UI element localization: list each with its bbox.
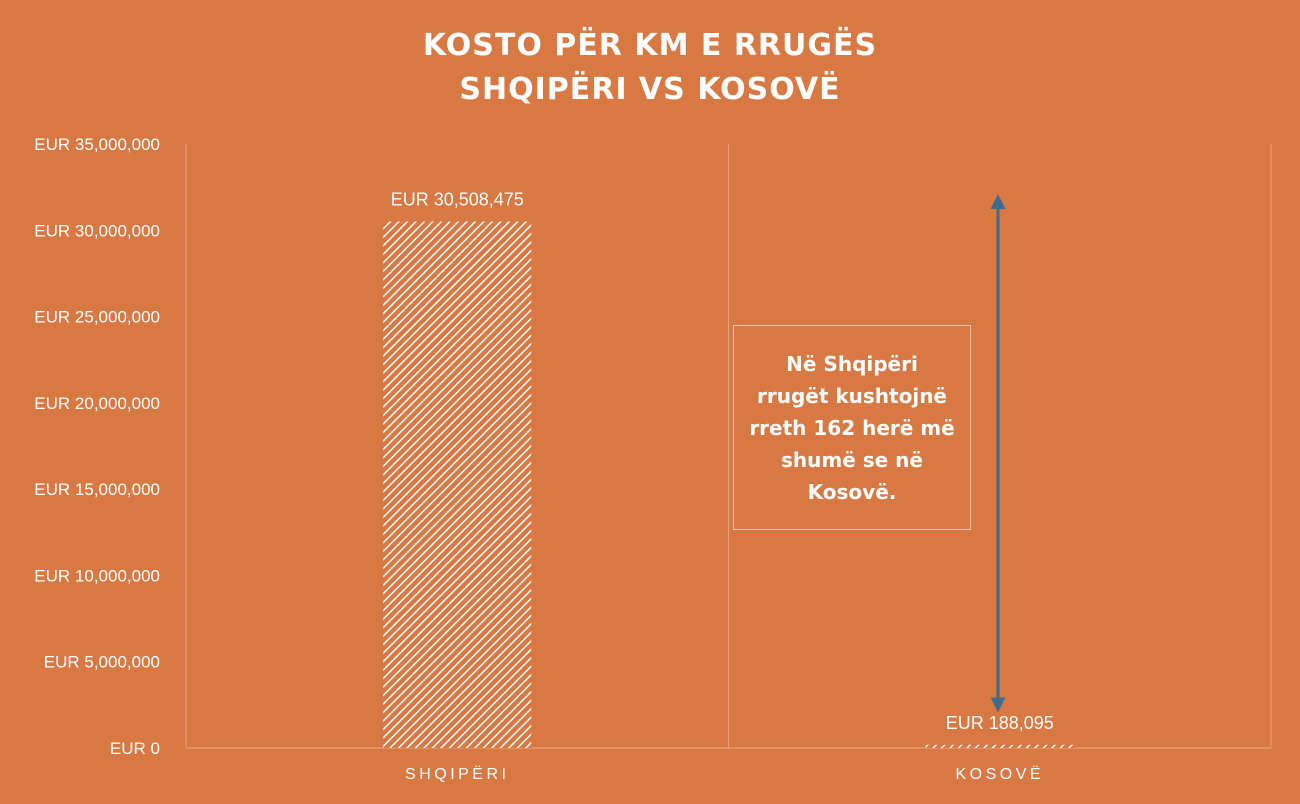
x-category-label: SHQIPËRI xyxy=(405,765,509,783)
y-tick-label: EUR 35,000,000 xyxy=(34,135,160,154)
bar xyxy=(925,744,1074,748)
y-tick-label: EUR 30,000,000 xyxy=(34,221,160,240)
y-tick-label: EUR 25,000,000 xyxy=(34,308,160,327)
y-tick-label: EUR 0 xyxy=(110,739,160,758)
x-category-label: KOSOVË xyxy=(955,765,1044,783)
bar xyxy=(383,221,532,749)
data-label: EUR 30,508,475 xyxy=(391,190,524,210)
y-tick-label: EUR 10,000,000 xyxy=(34,566,160,585)
data-label: EUR 188,095 xyxy=(946,713,1054,733)
annotation-text: Në Shqipëri rrugët kushtojnë rreth 162 h… xyxy=(749,351,955,504)
y-tick-label: EUR 15,000,000 xyxy=(34,480,160,499)
y-tick-label: EUR 20,000,000 xyxy=(34,394,160,413)
chart-title-line-2: SHQIPËRI VS KOSOVË xyxy=(459,72,841,107)
chart-title-line-1: KOSTO PËR KM E RRUGËS xyxy=(422,28,878,63)
annotation-callout: Në Shqipëri rrugët kushtojnë rreth 162 h… xyxy=(733,325,971,530)
y-tick-label: EUR 5,000,000 xyxy=(44,653,160,672)
